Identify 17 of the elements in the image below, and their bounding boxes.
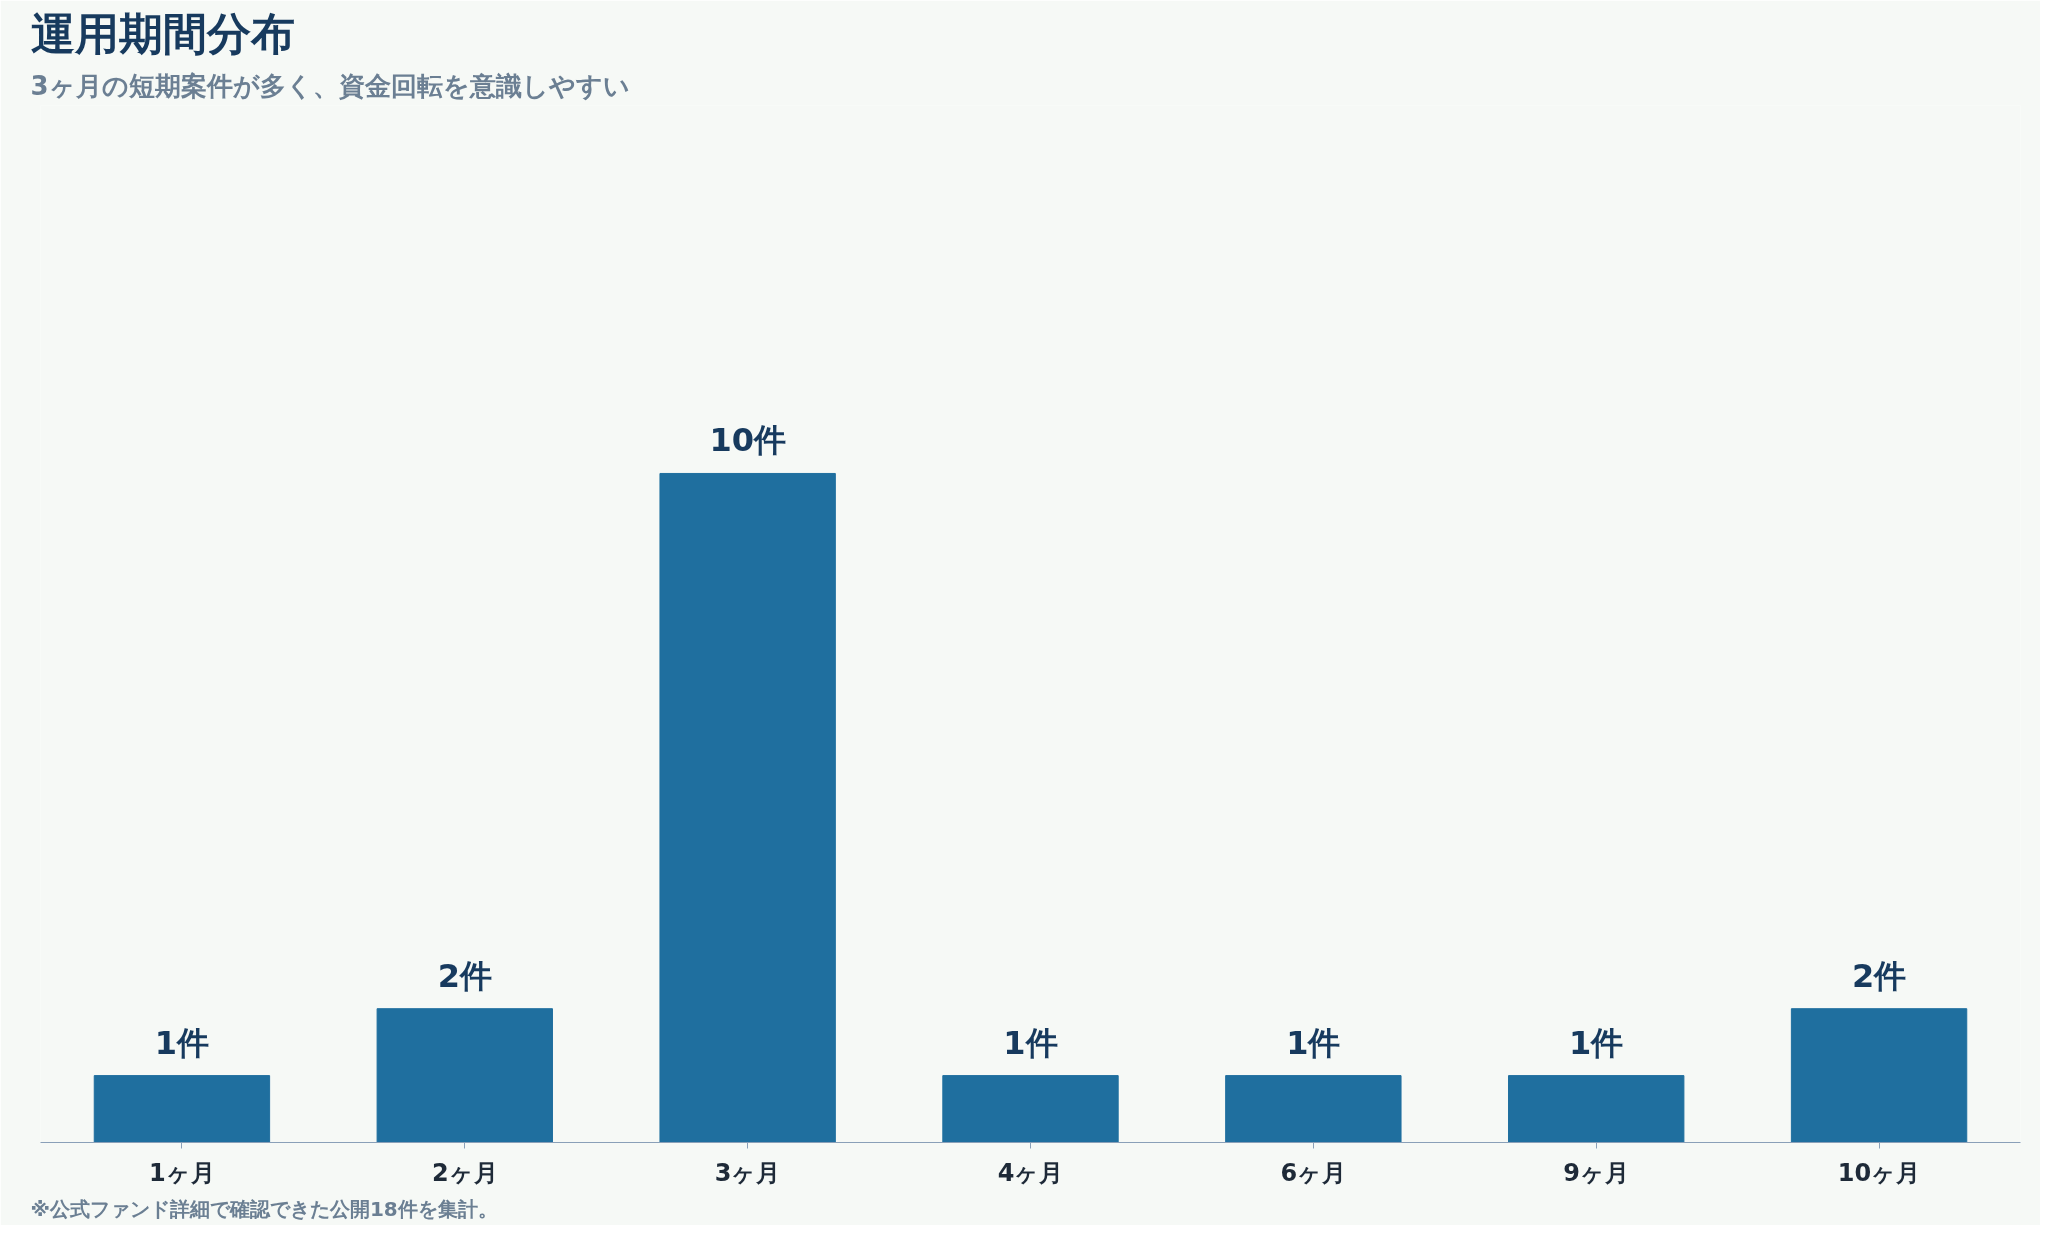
chart-title: 運用期間分布: [30, 7, 295, 59]
data-label: 1件: [1003, 1023, 1058, 1062]
data-label: 10件: [709, 421, 786, 460]
x-tick-label: 10ヶ月: [1837, 1158, 1921, 1187]
text: ※公式ファンド詳細で確認できた公開18件を集計。: [30, 1196, 498, 1221]
x-tick-label: 6ヶ月: [1280, 1158, 1347, 1187]
x-tick-label: 2ヶ月: [431, 1158, 498, 1187]
data-label: 1件: [1286, 1023, 1341, 1062]
data-label: 2件: [1851, 956, 1907, 995]
data-label: 2件: [437, 956, 492, 995]
x-tick-label: 1ヶ月: [149, 1158, 215, 1187]
x-tick-label: 9ヶ月: [1563, 1158, 1630, 1187]
data-label: 1件: [1569, 1023, 1624, 1062]
chart-subtitle: 3ヶ月の短期案件が多く、資金回転を意識しやすい: [30, 70, 630, 101]
data-label: 1件: [154, 1023, 210, 1062]
x-tick-label: 3ヶ月: [714, 1158, 781, 1187]
x-tick-label: 4ヶ月: [997, 1158, 1064, 1187]
